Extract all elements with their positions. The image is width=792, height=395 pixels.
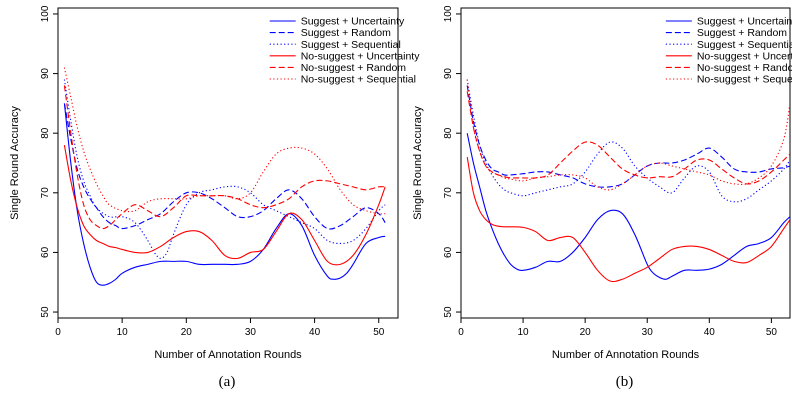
x-axis-label: Number of Annotation Rounds — [552, 349, 700, 361]
series-line — [63, 103, 386, 230]
legend-label: No-suggest + Random — [697, 62, 792, 74]
legend-label: No-suggest + Uncertainty — [697, 50, 792, 62]
series-line — [466, 133, 790, 280]
legend-label: Suggest + Uncertainty — [301, 16, 405, 28]
plot-frame — [57, 7, 399, 319]
y-tick-label: 50 — [40, 306, 51, 318]
legend-label: No-suggest + Sequential — [697, 74, 792, 86]
legend-label: Suggest + Sequential — [697, 39, 792, 51]
y-tick-label: 60 — [40, 246, 51, 258]
legend-label: No-suggest + Uncertainty — [301, 50, 421, 62]
legend-label: No-suggest + Sequential — [301, 74, 416, 86]
legend-label: Suggest + Uncertainty — [697, 16, 792, 28]
series-line — [466, 79, 790, 203]
plot-frame — [460, 7, 791, 319]
legend-label: Suggest + Random — [697, 27, 787, 39]
series-line — [466, 85, 790, 188]
x-tick-label: 10 — [117, 327, 129, 338]
y-tick-label: 80 — [443, 127, 454, 139]
x-tick-label: 40 — [704, 327, 716, 338]
y-tick-label: 60 — [443, 246, 454, 258]
y-tick-label: 100 — [443, 5, 454, 22]
x-tick-label: 0 — [55, 327, 61, 338]
y-tick-label: 90 — [40, 68, 51, 80]
series-line — [466, 156, 790, 283]
x-tick-label: 0 — [458, 327, 464, 338]
x-tick-label: 20 — [580, 327, 592, 338]
x-tick-label: 20 — [181, 327, 193, 338]
series-line — [63, 145, 386, 266]
legend-label: Suggest + Random — [301, 27, 391, 39]
y-tick-label: 90 — [443, 68, 454, 80]
panel-a: 0 10 20 30 40 50 50 60 70 80 90 100 Number of Annota… — [9, 5, 420, 390]
x-tick-label: 50 — [373, 327, 385, 338]
x-tick-label: 30 — [642, 327, 654, 338]
series-line — [63, 67, 386, 215]
y-tick-label: 70 — [40, 187, 51, 199]
y-tick-label: 70 — [443, 187, 454, 199]
x-tick-label: 30 — [245, 327, 257, 338]
y-tick-label: 80 — [40, 127, 51, 139]
series-line — [63, 103, 386, 286]
panel-caption: (b) — [616, 374, 634, 390]
panel-b: 0 10 20 30 40 50 50 60 70 80 90 100 Number of Annota… — [412, 5, 792, 390]
x-tick-label: 50 — [766, 327, 778, 338]
x-tick-label: 40 — [309, 327, 321, 338]
y-tick-label: 100 — [40, 5, 51, 22]
series-line — [466, 91, 790, 185]
legend-label: Suggest + Sequential — [301, 39, 401, 51]
series-line — [63, 79, 386, 259]
series-line — [63, 85, 386, 230]
y-tick-label: 50 — [443, 306, 454, 318]
series-line — [466, 79, 790, 191]
panel-caption: (a) — [219, 374, 236, 390]
y-axis-label: Single Round Accuracy — [9, 106, 21, 220]
legend-label: No-suggest + Random — [301, 62, 407, 74]
y-axis-label: Single Round Accuracy — [412, 106, 424, 220]
x-tick-label: 10 — [518, 327, 530, 338]
x-axis-label: Number of Annotation Rounds — [154, 349, 302, 361]
